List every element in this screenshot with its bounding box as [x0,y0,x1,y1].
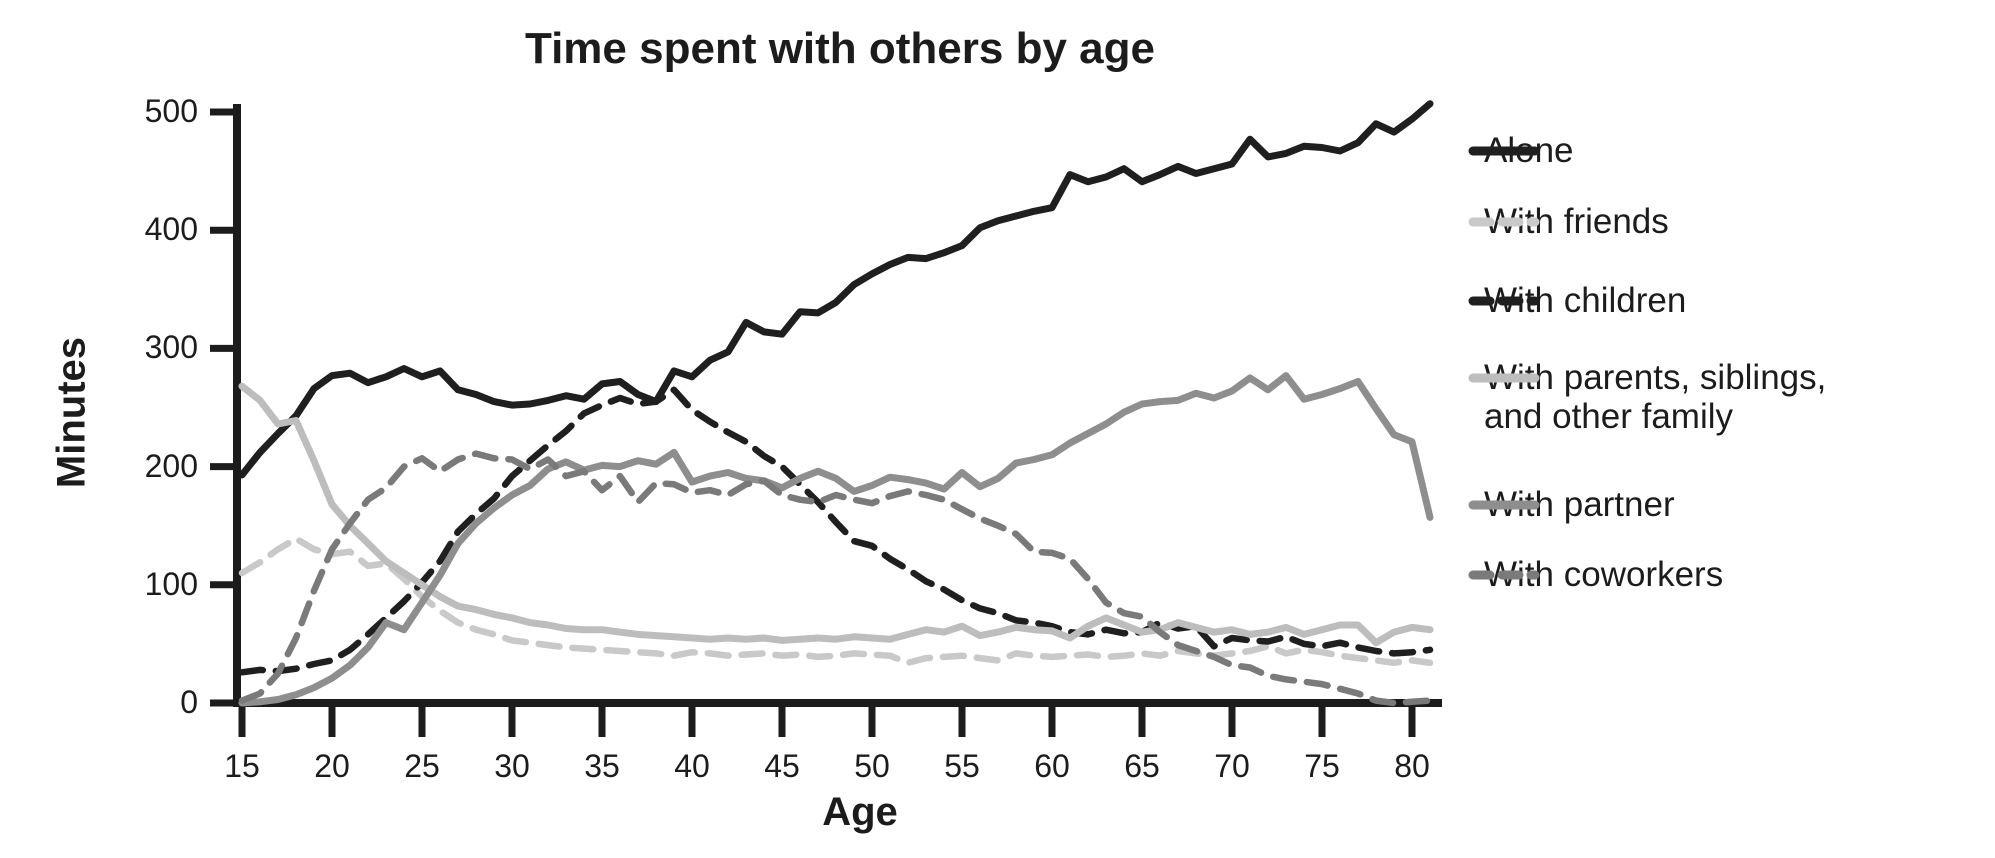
x-tick-label: 70 [1214,748,1250,784]
legend-swatch-with-coworkers [1468,570,1540,580]
y-tick-label: 100 [144,565,198,602]
legend-item-alone: Alone [1468,131,1574,170]
legend: Alone With friends With children With paren… [1468,0,1988,858]
x-tick-label: 25 [404,748,440,784]
legend-swatch-alone [1468,146,1540,156]
legend-label-with-coworkers: With coworkers [1484,555,1724,594]
chart-title: Time spent with others by age [525,24,1155,73]
x-tick-label: 50 [854,748,890,784]
legend-swatch-with-friends [1468,217,1540,227]
line-with-friends [238,535,1434,667]
y-tick-label: 0 [180,684,198,720]
x-axis-title: Age [822,790,898,834]
x-tick-label: 75 [1304,748,1340,784]
x-tick-label: 45 [764,748,800,784]
x-tick-label: 20 [314,748,350,784]
x-tick-label: 65 [1124,748,1160,784]
line-alone [238,100,1434,479]
series-lines [238,100,1434,707]
y-tick-label: 200 [144,447,198,484]
y-axis-title: Minutes [49,336,94,489]
y-tick-label: 300 [144,329,198,366]
line-with-children [238,386,1434,676]
axes [233,104,1442,707]
legend-swatch-with-parents-siblings-and-other-family [1468,373,1540,383]
x-tick-label: 55 [944,748,980,784]
y-tick-label: 400 [144,211,198,248]
legend-item-with-parents-siblings-and-other-family: With parents, siblings, and other family [1468,358,1826,436]
x-tick-label: 60 [1034,748,1070,784]
legend-item-with-friends: With friends [1468,202,1669,241]
x-tick-label: 80 [1394,748,1430,784]
axis-ticks [210,108,1416,737]
legend-label-with-parents-siblings-and-other-family: With parents, siblings, and other family [1484,358,1827,436]
line-with-partner [238,372,1434,707]
x-tick-label: 15 [224,748,260,784]
x-tick-label: 35 [584,748,620,784]
legend-item-with-children: With children [1468,281,1686,320]
x-tick-label: 40 [674,748,710,784]
legend-swatch-with-children [1468,296,1540,306]
legend-swatch-with-partner [1468,500,1540,510]
line-with-parents-siblings-and-other-family [238,382,1434,647]
legend-item-with-coworkers: With coworkers [1468,555,1723,594]
line-with-coworkers [238,450,1434,707]
y-tick-label: 500 [144,93,198,129]
legend-item-with-partner: With partner [1468,485,1675,524]
x-tick-label: 30 [494,748,530,784]
